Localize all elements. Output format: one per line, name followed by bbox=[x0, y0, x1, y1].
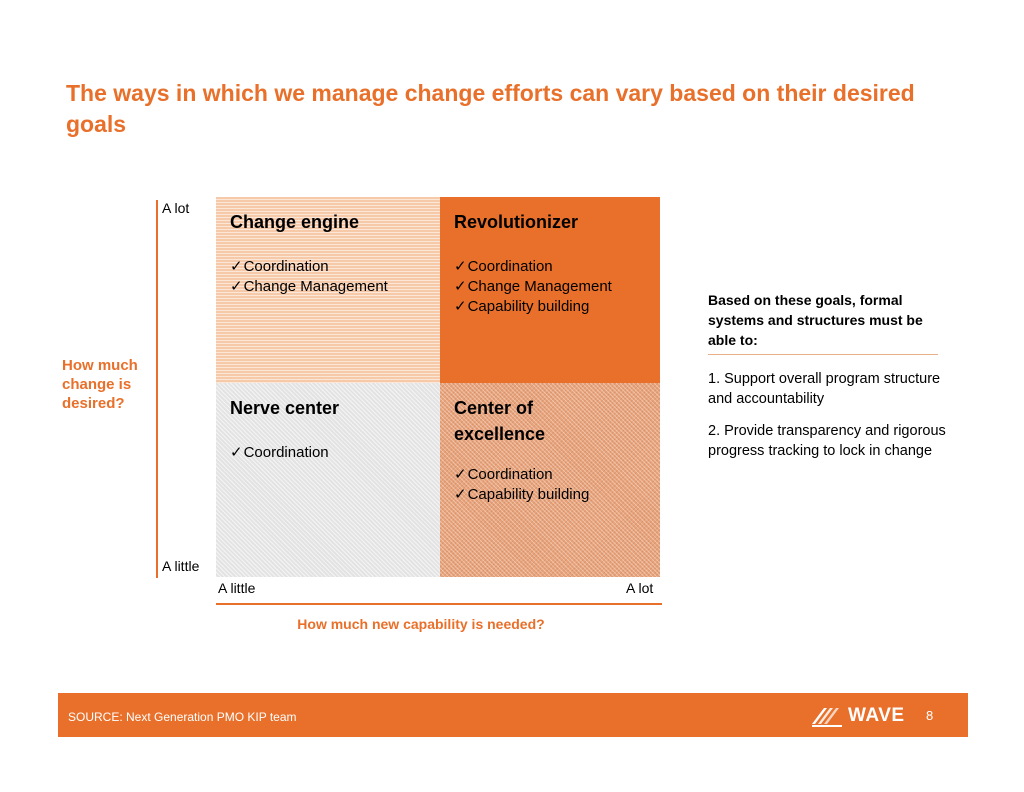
page-title: The ways in which we manage change effor… bbox=[66, 80, 915, 137]
source-note: SOURCE: Next Generation PMO KIP team bbox=[68, 710, 297, 724]
quadrant-nerve-center: Nerve center Coordination bbox=[216, 383, 440, 577]
list-item: Coordination bbox=[454, 257, 646, 277]
quadrant-items: Coordination Change Management Capabilit… bbox=[454, 257, 646, 317]
list-item: Capability building bbox=[454, 485, 646, 505]
quadrant-title: Change engine bbox=[230, 212, 360, 232]
quadrant-items: Coordination bbox=[230, 443, 426, 463]
wave-logo-text: WAVE bbox=[848, 705, 905, 726]
list-item: Coordination bbox=[454, 465, 646, 485]
list-item: Change Management bbox=[454, 277, 646, 297]
x-axis-left-label: A little bbox=[218, 580, 256, 596]
list-item: Change Management bbox=[230, 277, 426, 297]
wave-logo-icon bbox=[812, 708, 842, 727]
y-axis-top-label: A lot bbox=[162, 200, 190, 216]
x-axis-right-label: A lot bbox=[626, 580, 654, 596]
quadrant-items: Coordination Capability building bbox=[454, 465, 646, 505]
quadrant-change-engine: Change engine Coordination Change Manage… bbox=[216, 197, 440, 383]
sidebar-heading: Based on these goals, formal systems and… bbox=[708, 290, 938, 355]
wave-logo: WAVE bbox=[810, 704, 910, 728]
x-axis-title: How much new capability is needed? bbox=[297, 616, 545, 632]
sidebar-point: 2. Provide transparency and rigorous pro… bbox=[708, 423, 946, 459]
quadrant-revolutionizer: Revolutionizer Coordination Change Manag… bbox=[440, 197, 660, 383]
y-axis-line bbox=[156, 200, 158, 578]
quadrant-title: Revolutionizer bbox=[454, 212, 579, 232]
quadrant-title: Center of excellence bbox=[454, 398, 546, 444]
footer-bar: SOURCE: Next Generation PMO KIP team WAV… bbox=[58, 693, 968, 737]
sidebar-points: 1. Support overall program structure and… bbox=[708, 369, 964, 461]
quadrant-items: Coordination Change Management bbox=[230, 257, 426, 297]
quadrant-title: Nerve center bbox=[230, 398, 340, 418]
page-number: 8 bbox=[926, 708, 934, 723]
sidebar-point: 1. Support overall program structure and… bbox=[708, 371, 941, 407]
sidebar-panel: Based on these goals, formal systems and… bbox=[708, 290, 964, 473]
list-item: Coordination bbox=[230, 443, 426, 463]
y-axis-title: How much change is desired? bbox=[62, 357, 138, 412]
y-axis-bottom-label: A little bbox=[162, 558, 200, 574]
list-item: Capability building bbox=[454, 297, 646, 317]
x-axis-line bbox=[216, 603, 662, 605]
quadrant-center-of-excellence: Center of excellence Coordination Capabi… bbox=[440, 383, 660, 577]
list-item: Coordination bbox=[230, 257, 426, 277]
